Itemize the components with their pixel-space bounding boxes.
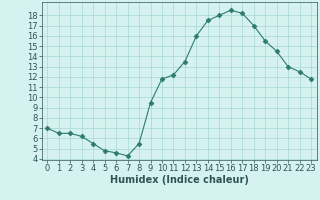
X-axis label: Humidex (Indice chaleur): Humidex (Indice chaleur) [110, 175, 249, 185]
